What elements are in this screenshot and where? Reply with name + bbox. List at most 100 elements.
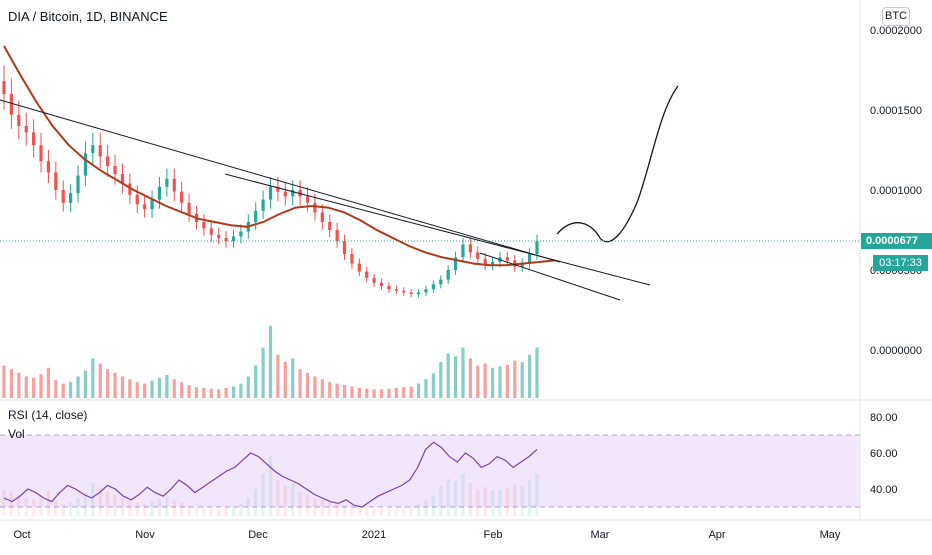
rsi-pane-volume-bar [394, 507, 398, 516]
volume-bar [76, 376, 80, 398]
candle-body [172, 178, 176, 192]
price-tick-label: 0.0000000 [870, 345, 922, 357]
rsi-pane-volume-bar [46, 490, 51, 516]
volume-bar [246, 376, 250, 398]
candle-body [372, 278, 376, 283]
volume-bar [194, 387, 199, 398]
rsi-pane-volume-bar [476, 489, 480, 516]
rsi-pane-volume-bar [453, 481, 458, 516]
symbol-title[interactable]: DIA / Bitcoin, 1D, BINANCE [8, 9, 168, 24]
vol-legend[interactable]: Vol [8, 427, 25, 441]
rsi-pane-volume-bar [365, 508, 369, 516]
time-tick-label: Feb [484, 529, 503, 541]
candle-body [39, 145, 43, 162]
candle-body [135, 194, 139, 205]
rsi-pane-volume-bar [468, 483, 472, 516]
volume-bar [128, 379, 132, 398]
candle-body [335, 230, 339, 242]
volume-bar [254, 365, 258, 398]
candle-body [365, 271, 369, 278]
volume-bar [431, 373, 435, 398]
rsi-pane-volume-bar [291, 483, 295, 516]
rsi-tick-label: 60.00 [870, 448, 898, 460]
candle-body [276, 186, 280, 192]
candle-body [350, 254, 354, 264]
rsi-pane-volume-bar [209, 508, 213, 516]
rsi-legend[interactable]: RSI (14, close) [8, 408, 88, 422]
volume-bar [535, 347, 539, 398]
rsi-pane-volume-bar [128, 500, 132, 516]
candle-body [416, 292, 421, 294]
volume-bar [17, 372, 21, 398]
volume-bar [394, 387, 398, 398]
rsi-pane-volume-bar [143, 504, 147, 516]
rsi-pane-volume-bar [83, 493, 88, 516]
candle-body [76, 175, 80, 194]
volume-bar [24, 376, 28, 398]
volume-bar [439, 362, 443, 398]
rsi-pane-volume-bar [202, 507, 206, 516]
rsi-pane-volume-bar [483, 487, 487, 516]
volume-bar [402, 387, 406, 398]
volume-bar [39, 374, 43, 398]
candle-body [24, 126, 28, 133]
volume-bar [461, 347, 465, 398]
rsi-pane-volume-bar [490, 490, 495, 516]
volume-bar [69, 382, 73, 398]
candle-body [209, 228, 213, 235]
volume-bar [61, 383, 65, 398]
volume-bar [342, 385, 347, 398]
volume-bar [320, 379, 324, 398]
volume-bar [350, 386, 354, 398]
rsi-pane-volume-bar [298, 492, 302, 516]
candle-body [535, 241, 539, 254]
volume-bar [291, 358, 295, 398]
candle-body [17, 114, 21, 126]
volume-bar [313, 376, 317, 398]
candle-body [402, 290, 406, 293]
time-tick-label: Apr [708, 529, 725, 541]
rsi-pane-volume-bar [313, 498, 317, 516]
candle-body [165, 178, 169, 187]
currency-badge[interactable]: BTC [882, 7, 910, 26]
candle-body [268, 186, 273, 200]
candle-body [69, 193, 73, 203]
rsi-pane-volume-bar [98, 487, 102, 516]
candle-body [328, 222, 332, 230]
rsi-pane-volume-bar [113, 495, 117, 516]
candle-body [261, 199, 265, 211]
rsi-pane-volume-bar [2, 489, 6, 516]
volume-bar [387, 388, 391, 398]
candle-body [305, 196, 310, 203]
candle-body [54, 172, 58, 190]
volume-bar [239, 383, 243, 398]
candle-body [113, 166, 117, 174]
candle-body [394, 289, 398, 291]
rsi-pane-volume-bar [231, 506, 236, 516]
rsi-pane-volume-bar [32, 499, 36, 516]
volume-bar [372, 389, 376, 398]
rsi-pane-volume-bar [24, 498, 28, 516]
candle-body [2, 81, 6, 94]
volume-bar [498, 366, 502, 398]
candle-body [231, 236, 236, 242]
rsi-pane-volume-bar [431, 495, 435, 516]
candle-body [490, 262, 495, 266]
volume-bar [172, 379, 176, 398]
candle-body [202, 222, 206, 229]
candle-body [468, 244, 472, 253]
volume-bar [527, 354, 532, 398]
rsi-pane-volume-bar [39, 496, 43, 516]
rsi-pane-volume-bar [276, 480, 280, 516]
volume-bar [298, 369, 302, 398]
candle-body [106, 156, 110, 166]
candle-body [446, 270, 450, 280]
candle-body [476, 252, 480, 259]
candle-body [254, 210, 258, 222]
time-tick-label: Dec [248, 529, 268, 541]
rsi-pane-volume-bar [157, 499, 162, 516]
rsi-pane-volume-bar [106, 492, 110, 516]
rsi-pane-volume-bar [372, 508, 376, 516]
